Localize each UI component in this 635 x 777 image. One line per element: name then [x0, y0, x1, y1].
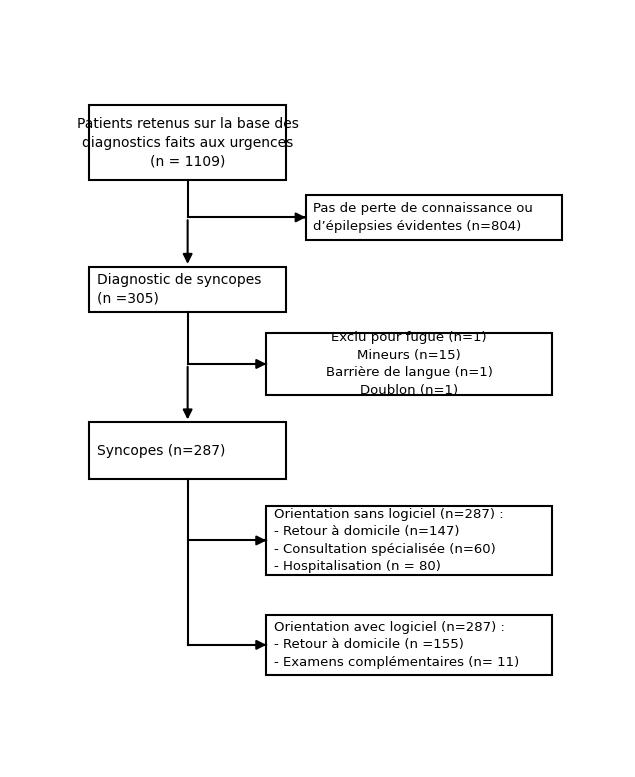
Text: Syncopes (n=287): Syncopes (n=287): [97, 444, 225, 458]
Text: Exclu pour fugue (n=1)
Mineurs (n=15)
Barrière de langue (n=1)
Doublon (n=1): Exclu pour fugue (n=1) Mineurs (n=15) Ba…: [326, 331, 493, 397]
Text: Orientation avec logiciel (n=287) :
- Retour à domicile (n =155)
- Examens compl: Orientation avec logiciel (n=287) : - Re…: [274, 621, 519, 669]
FancyBboxPatch shape: [89, 423, 286, 479]
FancyBboxPatch shape: [267, 506, 552, 575]
Text: Diagnostic de syncopes
(n =305): Diagnostic de syncopes (n =305): [97, 273, 261, 305]
FancyBboxPatch shape: [89, 105, 286, 180]
FancyBboxPatch shape: [267, 333, 552, 395]
FancyBboxPatch shape: [267, 615, 552, 674]
Text: Pas de perte de connaissance ou
d’épilepsies évidentes (n=804): Pas de perte de connaissance ou d’épilep…: [313, 202, 533, 232]
FancyBboxPatch shape: [89, 267, 286, 312]
FancyBboxPatch shape: [306, 195, 562, 240]
Text: Patients retenus sur la base des
diagnostics faits aux urgences
(n = 1109): Patients retenus sur la base des diagnos…: [77, 117, 298, 169]
Text: Orientation sans logiciel (n=287) :
- Retour à domicile (n=147)
- Consultation s: Orientation sans logiciel (n=287) : - Re…: [274, 507, 504, 573]
